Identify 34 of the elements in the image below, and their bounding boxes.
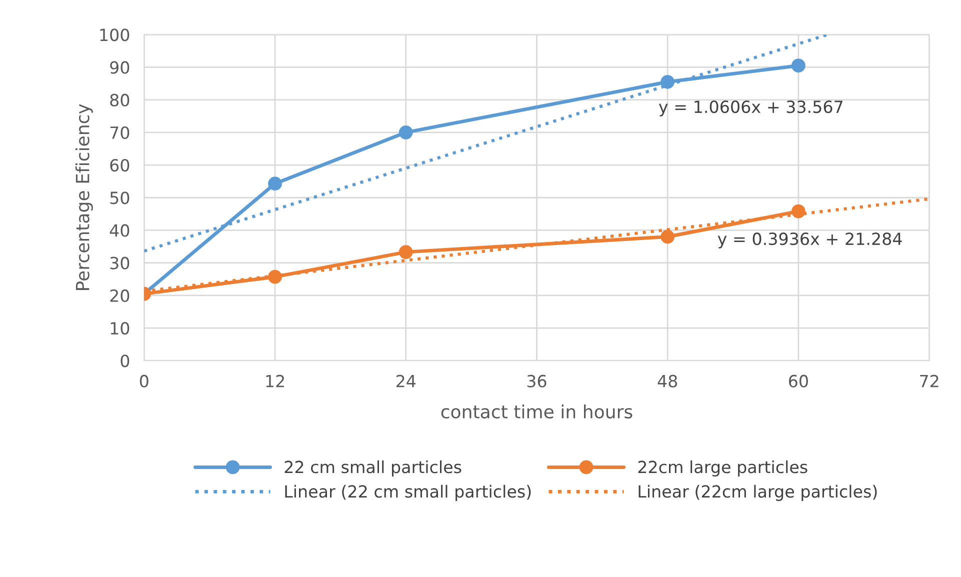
- y-tick-label: 50: [110, 192, 130, 204]
- y-tick-label: 70: [110, 126, 130, 139]
- point: [398, 125, 413, 140]
- x-tick-label: 0: [140, 374, 148, 388]
- legend-label: 22cm large particles: [638, 460, 808, 477]
- point: [791, 204, 806, 218]
- annotation: y = 1.0606x + 33.567: [658, 100, 842, 116]
- y-tick-label: 0: [120, 354, 130, 368]
- y-tick-label: 90: [110, 61, 130, 74]
- y-tick-label: 80: [110, 94, 130, 106]
- x-axis-title: contact time in hours: [441, 404, 632, 419]
- x-tick-label: 12: [266, 374, 284, 388]
- y-tick-label: 20: [110, 289, 130, 302]
- y-tick-label: 30: [110, 256, 130, 270]
- point: [268, 270, 282, 284]
- legend-label: Linear (22cm large particles): [638, 484, 877, 501]
- x-tick-label: 24: [396, 374, 416, 388]
- y-tick-label: 40: [110, 224, 130, 237]
- x-tick-label: 36: [527, 374, 546, 388]
- x-tick-label: 72: [920, 374, 938, 388]
- point: [398, 245, 413, 260]
- x-tick-label: 48: [658, 374, 678, 388]
- point: [791, 58, 806, 73]
- x-tick-label: 60: [788, 374, 808, 388]
- legend-label: 22 cm small particles: [284, 460, 462, 477]
- y-tick-label: 10: [110, 322, 130, 335]
- y-tick-label: 100: [100, 28, 130, 42]
- point: [268, 176, 282, 191]
- point: [660, 230, 675, 244]
- y-axis-title: Percentage Eficiency: [75, 104, 93, 290]
- annotation: y = 0.3936x + 21.284: [718, 232, 902, 248]
- point: [660, 74, 675, 89]
- legend-label: Linear (22 cm small particles): [285, 484, 531, 501]
- y-tick-label: 60: [110, 158, 130, 172]
